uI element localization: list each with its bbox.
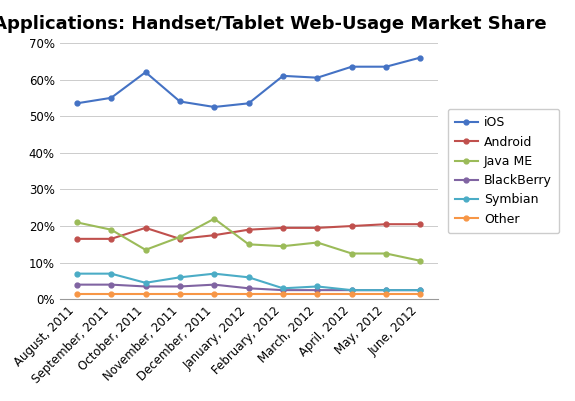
Other <box>383 292 390 296</box>
Symbian <box>314 284 321 289</box>
iOS <box>417 55 424 60</box>
Line: Other: Other <box>74 292 423 296</box>
Other <box>142 292 149 296</box>
Symbian <box>177 275 183 280</box>
iOS <box>211 105 218 109</box>
Java ME <box>245 242 252 247</box>
Symbian <box>348 288 355 293</box>
iOS <box>348 64 355 69</box>
Android <box>142 225 149 230</box>
iOS <box>383 64 390 69</box>
Java ME <box>279 244 286 249</box>
Other <box>108 292 114 296</box>
Symbian <box>383 288 390 293</box>
Other <box>245 292 252 296</box>
BlackBerry <box>245 286 252 291</box>
Android <box>245 227 252 232</box>
Legend: iOS, Android, Java ME, BlackBerry, Symbian, Other: iOS, Android, Java ME, BlackBerry, Symbi… <box>448 109 559 233</box>
BlackBerry <box>383 288 390 293</box>
iOS <box>314 75 321 80</box>
Android <box>74 237 81 241</box>
Java ME <box>383 251 390 256</box>
Android <box>279 225 286 230</box>
Other <box>74 292 81 296</box>
iOS <box>245 101 252 106</box>
Other <box>314 292 321 296</box>
iOS <box>108 95 114 100</box>
iOS <box>177 99 183 104</box>
Java ME <box>142 247 149 252</box>
Android <box>314 225 321 230</box>
Android <box>211 233 218 238</box>
Symbian <box>142 280 149 285</box>
Symbian <box>108 271 114 276</box>
Symbian <box>279 286 286 291</box>
Line: iOS: iOS <box>74 55 423 109</box>
Java ME <box>177 235 183 239</box>
BlackBerry <box>74 282 81 287</box>
BlackBerry <box>108 282 114 287</box>
Other <box>417 292 424 296</box>
Symbian <box>74 271 81 276</box>
Line: Symbian: Symbian <box>74 271 423 293</box>
Symbian <box>417 288 424 293</box>
Title: Net Applications: Handset/Tablet Web-Usage Market Share: Net Applications: Handset/Tablet Web-Usa… <box>0 15 546 33</box>
Android <box>348 224 355 229</box>
Java ME <box>211 216 218 221</box>
BlackBerry <box>177 284 183 289</box>
Android <box>177 237 183 241</box>
Java ME <box>314 240 321 245</box>
iOS <box>74 101 81 106</box>
Other <box>177 292 183 296</box>
Android <box>417 222 424 227</box>
BlackBerry <box>211 282 218 287</box>
Java ME <box>74 220 81 225</box>
Symbian <box>245 275 252 280</box>
BlackBerry <box>142 284 149 289</box>
Other <box>279 292 286 296</box>
Other <box>211 292 218 296</box>
iOS <box>142 70 149 75</box>
BlackBerry <box>279 288 286 293</box>
Java ME <box>417 258 424 263</box>
Android <box>383 222 390 227</box>
Java ME <box>108 227 114 232</box>
iOS <box>279 73 286 78</box>
BlackBerry <box>417 288 424 293</box>
Android <box>108 237 114 241</box>
Java ME <box>348 251 355 256</box>
Line: BlackBerry: BlackBerry <box>74 282 423 293</box>
Symbian <box>211 271 218 276</box>
Other <box>348 292 355 296</box>
BlackBerry <box>348 288 355 293</box>
Line: Java ME: Java ME <box>74 216 423 263</box>
Line: Android: Android <box>74 222 423 241</box>
BlackBerry <box>314 288 321 293</box>
